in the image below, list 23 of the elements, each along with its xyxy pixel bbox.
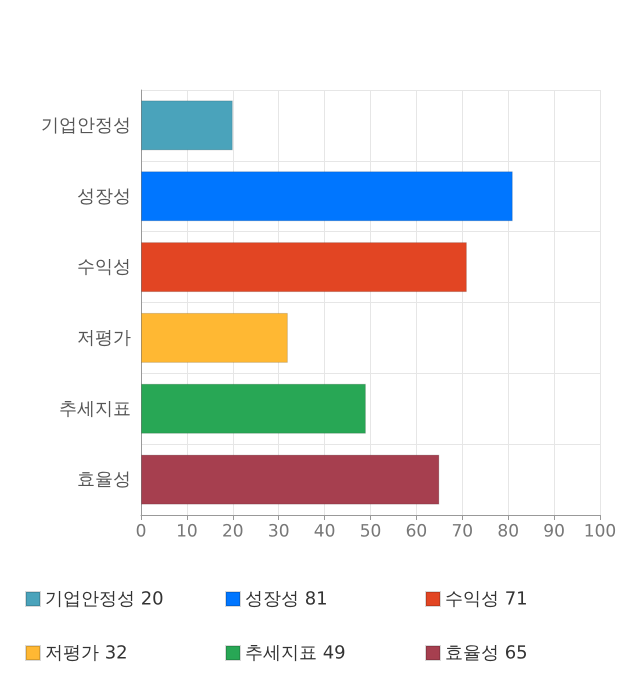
legend-label: 성장성 81 [245,588,328,610]
x-tick-label: 70 [451,522,474,542]
y-tick-label: 효율성 [77,469,131,490]
legend-label: 기업안정성 20 [45,588,164,610]
x-tick-label: 60 [406,522,428,542]
legend-label: 효율성 65 [445,642,528,664]
legend-label: 저평가 32 [45,642,128,664]
y-tick-label: 성장성 [77,186,131,207]
x-tick-label: 0 [136,522,146,542]
x-tick-label: 20 [222,522,244,542]
legend-label: 추세지표 49 [245,642,346,664]
y-tick-label: 저평가 [77,327,131,348]
x-tick-label: 50 [360,522,382,542]
x-tick-label: 40 [314,522,336,542]
x-tick-label: 90 [543,522,565,542]
legend-label: 수익성 71 [445,588,528,610]
y-tick-label: 기업안정성 [41,114,131,136]
y-tick-label: 수익성 [77,256,131,278]
y-tick-label: 추세지표 [59,398,131,420]
x-tick-label: 80 [497,522,520,542]
x-tick-label: 30 [268,522,290,542]
x-tick-label: 10 [176,522,198,542]
x-tick-label: 100 [584,522,616,542]
